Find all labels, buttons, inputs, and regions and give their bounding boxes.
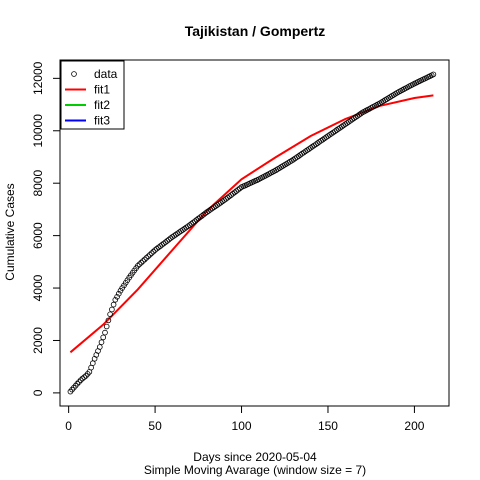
y-tick-label: 4000 (31, 274, 45, 301)
data-point (105, 317, 112, 324)
legend-label: fit2 (94, 98, 110, 112)
legend-marker (71, 71, 77, 77)
data-point (110, 301, 117, 308)
x-axis-sublabel: Simple Moving Avarage (window size = 7) (144, 463, 366, 477)
data-point (159, 242, 165, 248)
data-point (200, 211, 207, 218)
x-tick-label: 100 (232, 419, 252, 433)
data-point (154, 245, 160, 252)
data-point (109, 306, 115, 313)
legend-label: fit3 (94, 114, 110, 128)
data-point (102, 329, 108, 336)
data-point (138, 259, 145, 266)
data-point (69, 386, 75, 393)
data-point (140, 258, 146, 264)
data-point (141, 256, 148, 263)
data-point (164, 238, 171, 244)
data-point (98, 339, 105, 346)
data-point (107, 311, 113, 318)
y-axis-label: Cumulative Cases (3, 183, 17, 280)
data-point (112, 296, 119, 303)
data-point (199, 213, 205, 219)
y-tick-label: 8000 (31, 170, 45, 197)
data-point (147, 252, 153, 258)
data-point (74, 380, 81, 387)
data-point (116, 290, 122, 297)
data-point (224, 194, 231, 201)
y-tick-label: 10000 (31, 114, 45, 148)
x-tick-label: 200 (404, 419, 424, 433)
data-point (114, 293, 120, 300)
x-tick-label: 0 (65, 419, 72, 433)
legend-label: fit1 (94, 83, 110, 97)
data-point (77, 377, 84, 384)
y-tick-label: 12000 (31, 61, 45, 95)
x-tick-label: 150 (318, 419, 338, 433)
data-point (235, 187, 241, 193)
x-axis: 0 50 100 150 200 (65, 405, 425, 433)
data-point (231, 189, 238, 196)
y-tick-label: 0 (31, 389, 45, 396)
data-point (430, 71, 437, 78)
data-point (145, 253, 152, 260)
data-points (67, 71, 437, 395)
data-point (103, 323, 110, 330)
data-point (143, 255, 150, 261)
chart-title: Tajikistan / Gompertz (185, 23, 326, 39)
fit-lines (69, 94, 434, 354)
legend-box (60, 60, 125, 130)
data-point (150, 248, 157, 255)
data-point (135, 262, 141, 269)
data-point (136, 261, 143, 268)
y-axis: 0 2000 4000 6000 8000 10000 12000 (31, 61, 61, 396)
y-tick-label: 6000 (31, 222, 45, 249)
data-point (100, 334, 106, 341)
series-line-fit1 (69, 94, 434, 354)
data-point (195, 215, 202, 222)
data-point (81, 374, 87, 381)
data-point (76, 379, 82, 385)
legend-label: data (94, 67, 118, 81)
data-point (97, 344, 103, 350)
data-point (166, 236, 172, 243)
y-tick-label: 2000 (31, 327, 45, 354)
x-tick-label: 50 (148, 419, 162, 433)
data-point (188, 221, 195, 227)
data-point (148, 250, 155, 257)
x-axis-label: Days since 2020-05-04 (193, 450, 317, 464)
